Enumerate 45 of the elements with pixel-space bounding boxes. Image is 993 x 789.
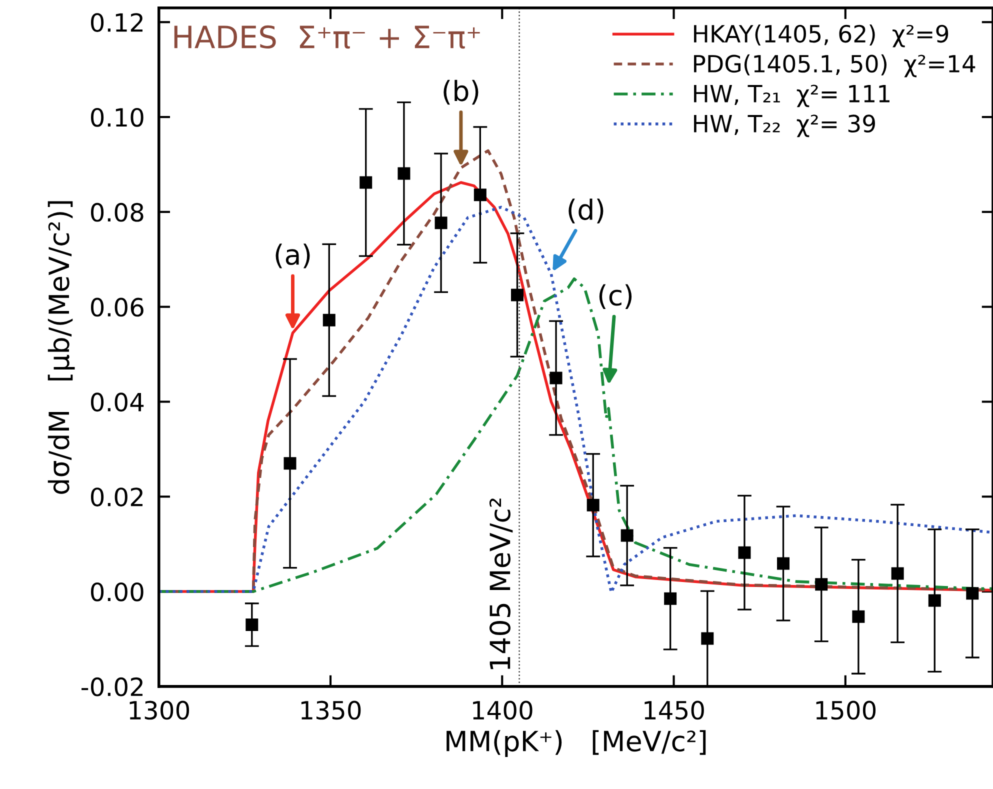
- point: [701, 632, 714, 645]
- point: [246, 618, 258, 631]
- legend-label: PDG(1405.1, 50) χ²=14: [694, 54, 976, 78]
- y-tick-label: 0.02: [90, 488, 142, 506]
- legend-label: HW, T₂₁ χ²= 111: [694, 84, 890, 108]
- point: [360, 176, 372, 189]
- point: [891, 567, 904, 580]
- y-tick-label: 0.12: [90, 13, 142, 32]
- point: [510, 288, 524, 302]
- point: [738, 546, 751, 559]
- annotation: (a): [276, 244, 310, 268]
- x-tick-label: 1300: [130, 700, 190, 720]
- y-tick-label: 0.00: [90, 582, 144, 602]
- x-tick-label: 1350: [301, 700, 361, 720]
- x-axis-title: MM(pK⁺) [MeV/c²]: [446, 730, 706, 757]
- point: [322, 314, 336, 326]
- y-tick-label: 0.08: [90, 202, 144, 222]
- annotation: (c): [599, 284, 632, 309]
- annotation: HADES Σ⁺π⁻ + Σ⁻π⁺: [174, 25, 480, 49]
- x-tick-label: 1450: [644, 700, 704, 720]
- legend-label: HKAY(1405, 62) χ²=9: [694, 24, 948, 48]
- x-tick-label: 1500: [816, 700, 876, 720]
- point: [664, 592, 677, 605]
- annotation: (d): [568, 198, 604, 224]
- y-tick-label: 0.04: [90, 392, 144, 412]
- point: [550, 372, 562, 384]
- point: [586, 498, 600, 512]
- point: [777, 557, 790, 570]
- annotation: (b): [444, 80, 478, 105]
- legend-label: HW, T₂₂ χ²= 39: [694, 114, 875, 138]
- y-axis-title: dσ/dM [μb/(MeV/c²)]: [48, 201, 75, 494]
- point: [928, 594, 941, 607]
- point: [620, 529, 634, 542]
- ref-line-label: 1405 MeV/c²: [489, 498, 513, 670]
- x-tick-label: 1400: [473, 700, 532, 720]
- y-tick-label: 0.10: [90, 108, 144, 127]
- point: [474, 188, 486, 202]
- point: [434, 216, 448, 230]
- point: [815, 578, 828, 591]
- point: [966, 587, 979, 600]
- point: [284, 457, 296, 470]
- point: [852, 610, 865, 623]
- y-tick-label: -0.02: [82, 677, 142, 696]
- point: [398, 167, 410, 180]
- y-tick-label: 0.06: [90, 298, 144, 317]
